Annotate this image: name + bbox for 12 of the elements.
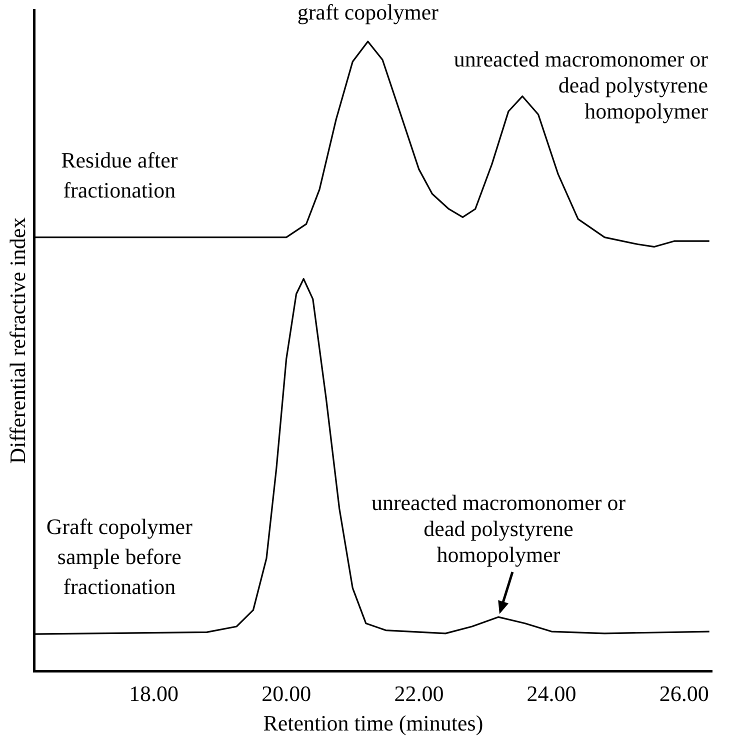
- annotation: graft copolymer: [297, 0, 440, 24]
- series-label: Residue after fractionation: [61, 147, 178, 202]
- y-axis-title: Differential refractive index: [4, 217, 30, 464]
- x-tick-label: 20.00: [262, 681, 312, 706]
- annotation: unreacted macromonomer or dead polystyrene homopolymer: [371, 490, 626, 568]
- x-tick-label: 22.00: [394, 681, 444, 706]
- x-tick-label: 24.00: [526, 681, 576, 706]
- x-tick-label: 26.00: [659, 681, 709, 706]
- series-label: Graft copolymer sample before fractionation: [46, 514, 194, 600]
- annotation: unreacted macromonomer or dead polystyrene homopolymer: [454, 46, 709, 124]
- x-tick-label: 18.00: [128, 681, 178, 706]
- x-axis-title: Retention time (minutes): [263, 710, 484, 736]
